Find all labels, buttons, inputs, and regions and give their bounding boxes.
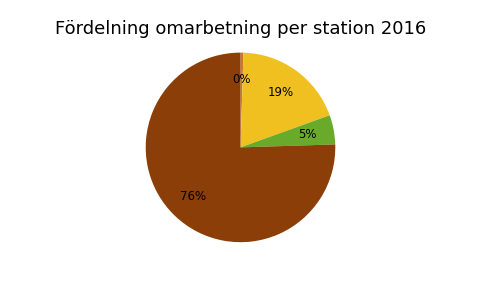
Text: 76%: 76% bbox=[180, 190, 205, 203]
Wedge shape bbox=[240, 53, 329, 147]
Wedge shape bbox=[145, 53, 335, 242]
Wedge shape bbox=[240, 115, 335, 147]
Text: 0%: 0% bbox=[232, 73, 250, 86]
Wedge shape bbox=[240, 53, 243, 147]
Text: Fördelning omarbetning per station 2016: Fördelning omarbetning per station 2016 bbox=[55, 20, 425, 38]
Text: 5%: 5% bbox=[298, 128, 316, 141]
Text: 19%: 19% bbox=[267, 86, 293, 99]
